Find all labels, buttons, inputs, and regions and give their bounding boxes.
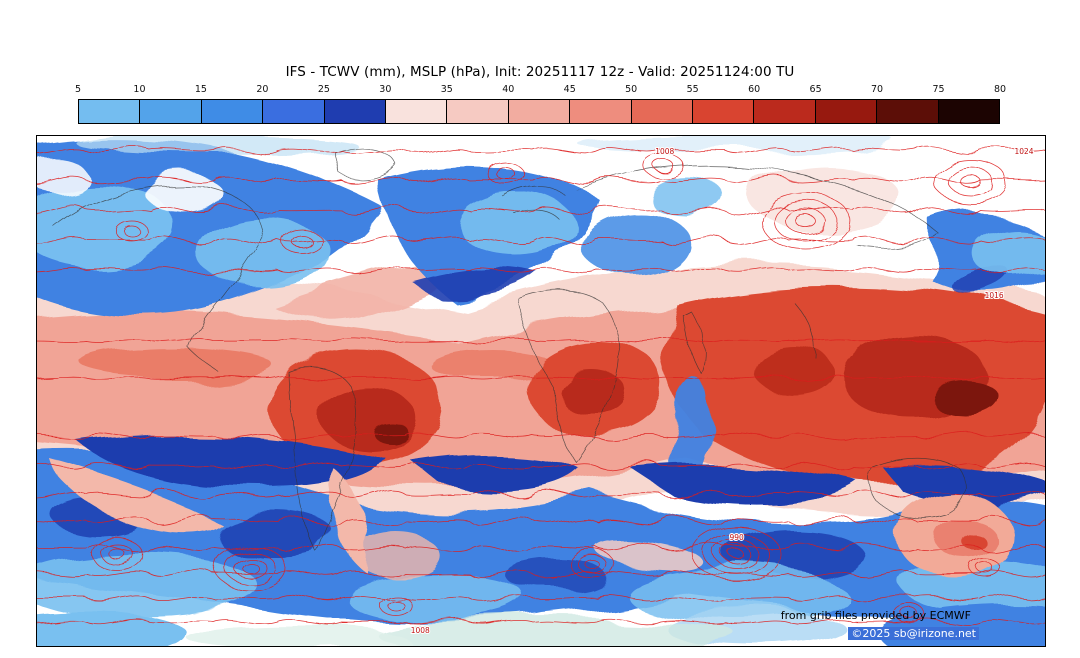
isobar-closed-loop xyxy=(91,537,143,571)
isobar-closed-loop xyxy=(643,153,685,179)
colorbar-tick-label: 35 xyxy=(440,84,453,95)
colorbar-segment xyxy=(140,100,202,123)
isobar-closed-loop xyxy=(894,604,926,624)
colorbar-tick-label: 50 xyxy=(625,84,638,95)
isobar-closed-loop xyxy=(969,558,1001,578)
colorbar-tick-label: 75 xyxy=(932,84,945,95)
isobar-closed-loop xyxy=(976,562,994,574)
colorbar-segment xyxy=(693,100,755,123)
isobar-closed-loop xyxy=(760,192,851,250)
isobar-closed-loop xyxy=(901,608,919,620)
isobar-contour xyxy=(37,146,1045,154)
isobar-label: 1008 xyxy=(655,147,674,156)
colorbar-segment xyxy=(79,100,141,123)
colorbar-segment xyxy=(754,100,816,123)
isobar-contour xyxy=(37,235,1045,245)
isobar-closed-loop xyxy=(242,562,259,574)
isobar-contour xyxy=(37,376,1045,380)
isobar-contour xyxy=(37,176,1045,184)
colorbar-tick-label: 25 xyxy=(317,84,330,95)
isobar-closed-loop xyxy=(785,208,826,234)
colorbar-tick-label: 55 xyxy=(686,84,699,95)
isobar-label: 990 xyxy=(729,533,744,542)
isobar-labels-layer: 1008 1024 1016 990 1008 xyxy=(410,146,1035,636)
isobar-label: 1024 xyxy=(1015,147,1034,156)
isobar-contour xyxy=(37,516,1045,526)
colorbar-tick-label: 60 xyxy=(748,84,761,95)
isobar-closed-loop xyxy=(234,557,267,579)
isobar-closed-loop xyxy=(773,200,838,242)
colorbar-segment xyxy=(877,100,939,123)
isobar-contour xyxy=(37,205,1045,215)
mslp-contours-layer xyxy=(37,146,1045,625)
colorbar-segment xyxy=(263,100,325,123)
isobar-label: 1016 xyxy=(985,291,1004,300)
isobar-closed-loop xyxy=(959,174,981,188)
copyright-credit: ©2025 sb@irizone.net xyxy=(848,627,979,640)
map-frame: 1008 1024 1016 990 1008 from grib files prov… xyxy=(36,135,1046,647)
isobar-contour xyxy=(37,489,1045,499)
colorbar-tick-labels: 5 10 15 20 25 30 35 40 45 50 55 60 65 70 75 80 xyxy=(74,84,1006,97)
colorbar-tick-label: 15 xyxy=(194,84,207,95)
isobar-contour xyxy=(37,570,1045,578)
isobar-closed-loop xyxy=(281,228,322,254)
isobar-closed-loop xyxy=(225,551,276,585)
isobar-closed-loop xyxy=(577,554,607,574)
colorbar-segment xyxy=(386,100,448,123)
isobar-closed-loop xyxy=(795,214,816,228)
isobar-contour xyxy=(37,594,1045,602)
colorbar: 5 10 15 20 25 30 35 40 45 50 55 60 65 70 75 80 xyxy=(74,84,1006,124)
isobar-closed-loop xyxy=(714,539,759,569)
isobar-contour xyxy=(37,543,1045,553)
colorbar-tick-label: 80 xyxy=(993,84,1007,95)
isobar-contour xyxy=(37,462,1045,470)
isobar-closed-loop xyxy=(584,559,600,569)
isobar-closed-loop xyxy=(496,167,516,181)
isobar-closed-loop xyxy=(947,166,993,196)
isobar-closed-loop xyxy=(487,162,525,186)
colorbar-segment xyxy=(508,100,571,123)
isobar-closed-loop xyxy=(123,225,141,237)
isobar-closed-loop xyxy=(215,545,286,591)
colorbar-tick-label: 30 xyxy=(379,84,392,95)
isobar-closed-loop xyxy=(379,595,413,617)
isobar-contour xyxy=(37,267,1045,273)
colorbar-segment xyxy=(447,100,509,123)
isobar-closed-loop xyxy=(108,548,126,560)
isobar-closed-loop xyxy=(933,158,1007,204)
isobar-contour xyxy=(37,339,1045,343)
colorbar-tick-label: 40 xyxy=(502,84,515,95)
colorbar-segment xyxy=(631,100,694,123)
colorbar-tick-label: 20 xyxy=(256,84,269,95)
colorbar-tick-label: 70 xyxy=(871,84,884,95)
colorbar-tick-label: 5 xyxy=(74,84,82,95)
ecmwf-credit: from grib files provided by ECMWF xyxy=(780,609,971,622)
isobar-closed-loop xyxy=(291,234,312,248)
colorbar-tick-label: 65 xyxy=(809,84,822,95)
isobar-closed-loop xyxy=(653,159,675,173)
isobar-closed-loop xyxy=(722,544,751,564)
isobar-closed-loop xyxy=(692,526,781,582)
isobar-closed-loop xyxy=(100,543,134,565)
colorbar-tick-label: 45 xyxy=(563,84,576,95)
coastlines-layer xyxy=(54,146,966,553)
isobar-label: 1008 xyxy=(411,626,430,635)
colorbar-tick-label: 10 xyxy=(133,84,146,95)
chart-title: IFS - TCWV (mm), MSLP (hPa), Init: 20251… xyxy=(285,64,795,80)
weather-map: 1008 1024 1016 990 1008 xyxy=(37,136,1045,646)
isobar-closed-loop xyxy=(729,549,744,559)
colorbar-segment xyxy=(815,100,878,123)
isobar-closed-loop xyxy=(704,533,769,575)
isobar-closed-loop xyxy=(569,549,615,579)
isobar-closed-loop xyxy=(387,600,405,612)
colorbar-segment xyxy=(570,100,632,123)
isobar-contour xyxy=(37,619,1045,625)
colorbar-segment xyxy=(324,100,387,123)
isobar-contour xyxy=(37,433,1045,439)
colorbar-segment xyxy=(938,100,1000,123)
isobar-closed-loop xyxy=(115,220,149,242)
colorbar-segment xyxy=(201,100,264,123)
colorbar-scale xyxy=(78,99,1000,124)
